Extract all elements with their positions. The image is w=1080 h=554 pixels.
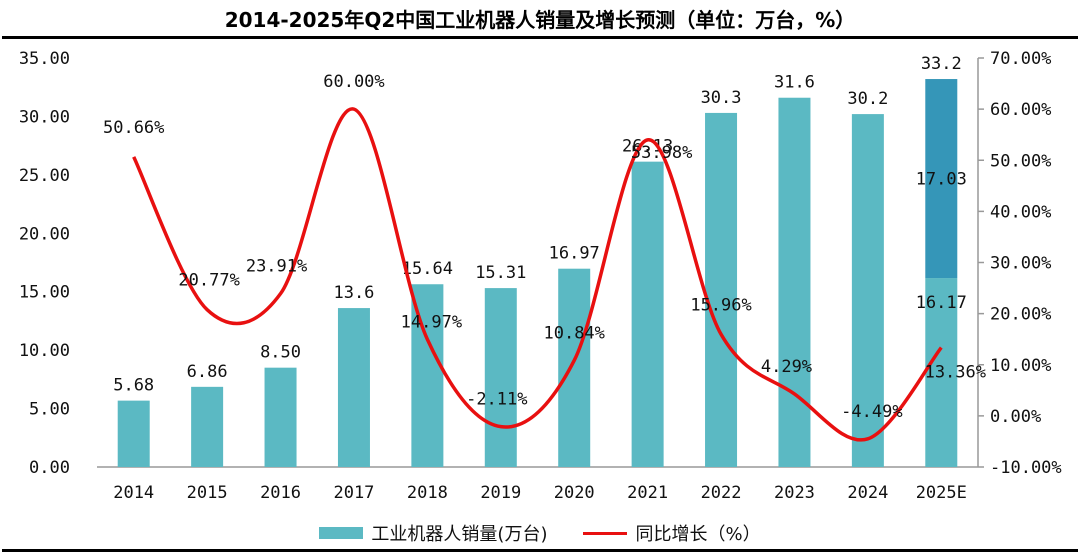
x-axis-tick-label: 2024 [847, 483, 888, 503]
x-axis-tick-label: 2016 [260, 483, 301, 503]
bar-value-label: 30.2 [847, 89, 888, 109]
left-axis-tick-label: 35.00 [19, 49, 70, 69]
legend-swatch-line [583, 531, 628, 535]
left-axis-tick-label: 10.00 [19, 341, 70, 361]
left-axis-tick-label: 15.00 [19, 283, 70, 303]
x-axis-tick-label: 2020 [554, 483, 595, 503]
right-axis-tick-label: 10.00% [990, 356, 1051, 376]
bar [851, 114, 884, 467]
bar [925, 278, 958, 467]
legend-label-sales: 工业机器人销量(万台) [371, 524, 548, 545]
x-axis-tick-label: 2018 [407, 483, 448, 503]
right-axis-tick-label: 30.00% [990, 254, 1051, 274]
x-axis-tick-label: 2023 [774, 483, 815, 503]
bar-value-label: 31.6 [774, 73, 815, 93]
left-axis-tick-label: 20.00 [19, 224, 70, 244]
left-axis-tick-label: 30.00 [19, 107, 70, 127]
bar-value-label: 16.97 [549, 244, 600, 264]
bar-value-label: 13.6 [333, 283, 374, 303]
left-axis-tick-label: 5.00 [29, 400, 70, 420]
bar [484, 288, 517, 467]
line-value-label: 23.91% [246, 257, 307, 277]
right-axis-tick-label: 70.00% [990, 49, 1051, 69]
line-value-label: -4.49% [841, 402, 902, 422]
x-axis-tick-label: 2025E [916, 483, 967, 503]
legend-item-growth: 同比增长（%） [583, 520, 761, 546]
line-value-label: 10.84% [543, 323, 604, 343]
bar [117, 400, 150, 467]
line-value-label: 15.96% [690, 295, 751, 315]
bar [264, 367, 297, 467]
left-axis-tick-label: 0.00 [29, 458, 70, 478]
x-axis-tick-label: 2021 [627, 483, 668, 503]
bar-value-label: 15.31 [475, 263, 526, 283]
line-value-label: 13.36% [925, 363, 986, 383]
bar-forecast-increment [925, 79, 958, 279]
bar [778, 97, 811, 467]
right-axis-tick-label: 40.00% [990, 202, 1051, 222]
left-axis-tick-label: 25.00 [19, 166, 70, 186]
line-value-label: 50.66% [103, 118, 164, 138]
bar [631, 161, 664, 467]
x-axis-tick-label: 2022 [701, 483, 742, 503]
bar [337, 308, 370, 467]
bottom-rule [2, 549, 1078, 552]
growth-line [132, 107, 943, 442]
right-axis-tick-label: 0.00% [990, 407, 1041, 427]
right-axis-tick-label: 60.00% [990, 100, 1051, 120]
line-value-label: 60.00% [323, 72, 384, 92]
bar [705, 112, 738, 468]
line-value-label: 14.97% [401, 312, 462, 332]
bar-total-label: 33.2 [921, 54, 962, 74]
legend-swatch-bar [319, 527, 364, 539]
right-axis-tick-label: 50.00% [990, 151, 1051, 171]
legend-label-growth: 同比增长（%） [635, 524, 761, 545]
x-axis-tick-label: 2017 [333, 483, 374, 503]
bar-value-label: 16.17 [916, 293, 967, 313]
right-axis-tick-label: -10.00% [990, 458, 1062, 478]
legend-item-sales: 工业机器人销量(万台) [319, 520, 547, 546]
right-axis-tick-label: 20.00% [990, 305, 1051, 325]
chart-title: 2014-2025年Q2中国工业机器人销量及增长预测（单位：万台，%） [224, 8, 856, 32]
bar-value-label: 5.68 [113, 376, 154, 396]
bar [558, 268, 591, 467]
line-value-label: 20.77% [178, 271, 239, 291]
bar-value-label: 15.64 [402, 259, 453, 279]
bar-increment-label: 17.03 [916, 170, 967, 190]
x-axis-tick-label: 2019 [480, 483, 521, 503]
x-axis-tick-label: 2014 [113, 483, 154, 503]
bar [191, 386, 224, 467]
line-value-label: -2.11% [466, 390, 527, 410]
line-value-label: 4.29% [761, 357, 812, 377]
bar-value-label: 30.3 [701, 88, 742, 108]
title-underline [2, 36, 1078, 39]
line-value-label: 53.98% [631, 143, 692, 163]
bar-value-label: 6.86 [187, 362, 228, 382]
x-axis-tick-label: 2015 [187, 483, 228, 503]
legend: 工业机器人销量(万台) 同比增长（%） [0, 520, 1080, 546]
bar-value-label: 8.50 [260, 343, 301, 363]
